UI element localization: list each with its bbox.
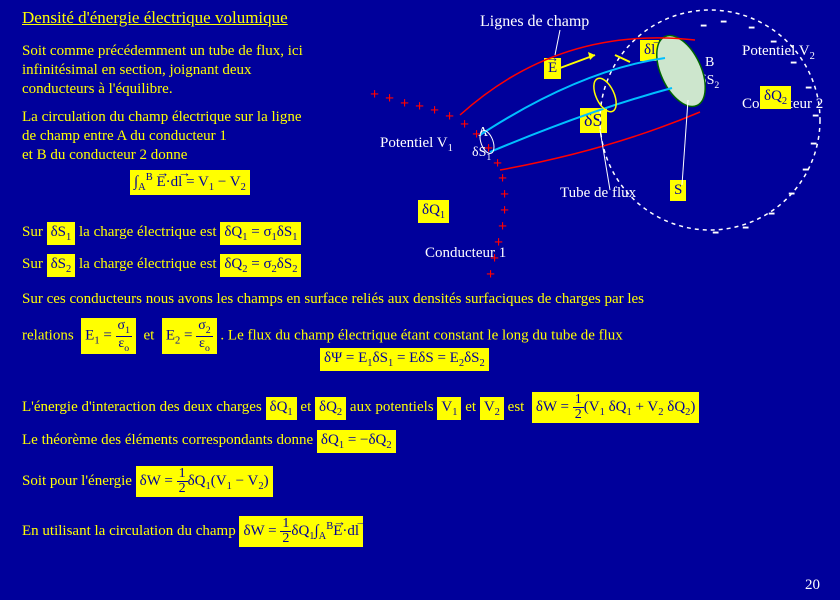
para1: Soit comme précédemment un tube de flux,… [22, 42, 303, 98]
E-label: E [544, 58, 561, 79]
soit-line: Soit pour l'énergie δW = 12δQ1(V1 − V2) [22, 466, 273, 497]
theorem-line: Le théorème des éléments correspondants … [22, 430, 396, 453]
page-title: Densité d'énergie électrique volumique [22, 8, 288, 28]
eq-flux: δΨ = E1δS1 = EδS = E2δS2 [320, 348, 489, 371]
page-number: 20 [805, 577, 820, 594]
dl-label: δl [640, 40, 659, 61]
potV1-label: Potentiel V1 [380, 134, 453, 155]
circ-line: En utilisant la circulation du champ δW … [22, 516, 363, 547]
tube-label: Tube de flux [560, 184, 636, 203]
dQ1-label: δQ1 [418, 200, 449, 223]
relations-intro: Sur ces conducteurs nous avons les champ… [22, 290, 644, 309]
dS2-label: δS2 [700, 72, 719, 92]
energy-line: L'énergie d'interaction des deux charges… [22, 392, 699, 423]
dQ2-label: δQ2 [760, 86, 791, 109]
B-label: B [705, 54, 714, 72]
para2: La circulation du champ électrique sur l… [22, 108, 301, 164]
line-dq2: Sur δS2 la charge électrique est δQ2 = σ… [22, 254, 301, 277]
line-dq1: Sur δS1 la charge électrique est δQ1 = σ… [22, 222, 301, 245]
dS-big-label: δS [580, 108, 607, 133]
potV2-label: Potentiel V2 [742, 42, 815, 63]
eq-circulation: ∫AB E·dl = V1 − V2 [130, 170, 250, 195]
S-label: S [670, 180, 686, 201]
lignes-label: Lignes de champ [480, 12, 589, 32]
